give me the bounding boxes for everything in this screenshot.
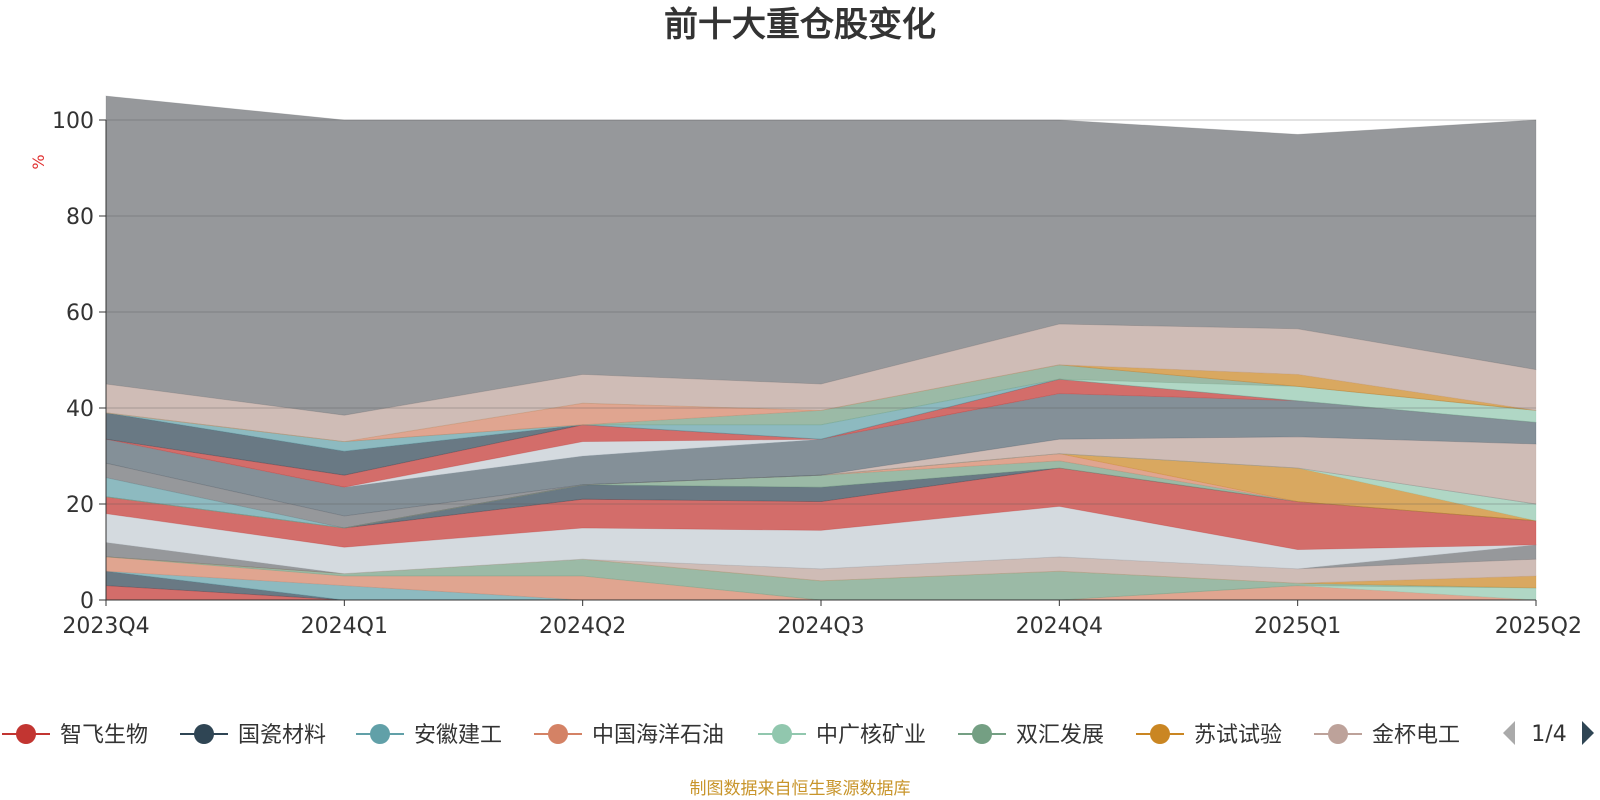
legend-label: 金杯电工 <box>1372 723 1460 748</box>
legend-item[interactable]: 智飞生物 <box>2 723 148 748</box>
legend-label: 国瓷材料 <box>238 723 326 748</box>
x-tick-label: 2024Q4 <box>1016 614 1103 639</box>
area-layer-10 <box>105 505 1537 575</box>
legend: 智飞生物 国瓷材料 安徽建工 中国海洋石油 中广核矿业 双汇发展 苏试试验 金杯电工 <box>2 723 1460 748</box>
area-layer-29 <box>105 323 1537 443</box>
legend-marker-icon <box>16 724 36 744</box>
legend-item[interactable]: 苏试试验 <box>1136 723 1282 748</box>
x-tick-label: 2023Q4 <box>62 614 149 639</box>
y-axis-unit: % <box>29 154 48 169</box>
pager-label: 1/4 <box>1531 722 1566 747</box>
legend-item[interactable]: 安徽建工 <box>356 723 502 748</box>
y-tick-label: 20 <box>66 493 94 518</box>
x-tick-label: 2024Q2 <box>539 614 626 639</box>
y-tick-label: 40 <box>66 397 94 422</box>
legend-marker-icon <box>1150 724 1170 744</box>
y-tick-label: 0 <box>80 589 94 614</box>
grid-lines <box>106 119 1536 505</box>
legend-marker-icon <box>972 724 992 744</box>
legend-label: 中广核矿业 <box>816 723 926 748</box>
y-tick-label: 80 <box>66 205 94 230</box>
legend-item[interactable]: 双汇发展 <box>958 723 1104 748</box>
legend-item[interactable]: 国瓷材料 <box>180 723 326 748</box>
source-note: 制图数据来自恒生聚源数据库 <box>690 779 911 799</box>
area-layer-23 <box>105 378 1537 476</box>
legend-item[interactable]: 中广核矿业 <box>758 723 926 748</box>
legend-label: 苏试试验 <box>1194 723 1282 748</box>
x-tick-label: 2025Q2 <box>1495 614 1582 639</box>
pager-next-icon[interactable] <box>1582 721 1594 745</box>
legend-marker-icon <box>194 724 214 744</box>
area-layer-19 <box>105 436 1537 517</box>
axes: 0 20 40 60 80 100 2023Q4 2024Q1 2024Q2 2024Q3 2024… <box>52 109 1582 639</box>
x-tick-label: 2025Q1 <box>1254 614 1341 639</box>
legend-label: 中国海洋石油 <box>592 723 724 748</box>
y-tick-label: 60 <box>66 301 94 326</box>
legend-marker-icon <box>1328 724 1348 744</box>
x-tick-label: 2024Q1 <box>301 614 388 639</box>
legend-pager: 1/4 <box>1503 721 1594 747</box>
pager-prev-icon[interactable] <box>1503 721 1515 745</box>
area-layers <box>105 95 1537 601</box>
legend-label: 智飞生物 <box>60 723 148 748</box>
area-layer-16 <box>105 453 1537 529</box>
legend-item[interactable]: 金杯电工 <box>1314 723 1460 748</box>
x-tick-label: 2024Q3 <box>777 614 864 639</box>
legend-marker-icon <box>772 724 792 744</box>
area-layer-30 <box>105 95 1537 416</box>
legend-label: 安徽建工 <box>414 723 502 748</box>
y-tick-label: 100 <box>52 109 94 134</box>
chart-title: 前十大重仓股变化 <box>664 5 936 45</box>
legend-item[interactable]: 中国海洋石油 <box>534 723 724 748</box>
legend-marker-icon <box>548 724 568 744</box>
legend-marker-icon <box>370 724 390 744</box>
legend-label: 双汇发展 <box>1016 723 1104 748</box>
